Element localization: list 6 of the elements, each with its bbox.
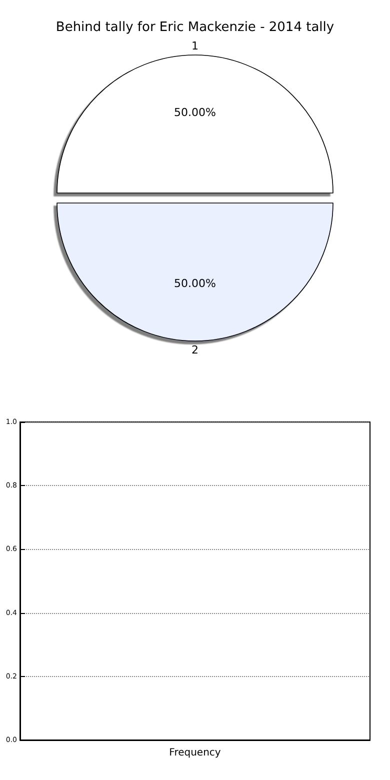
slice-label: 2	[192, 344, 198, 356]
chart-title: Behind tally for Eric Mackenzie - 2014 tally	[56, 20, 334, 35]
data-label: 50.00%	[174, 106, 216, 119]
data-label: 50.00%	[174, 277, 216, 290]
x-tick-label: Frequency	[169, 748, 221, 758]
slice-label: 1	[192, 40, 198, 52]
